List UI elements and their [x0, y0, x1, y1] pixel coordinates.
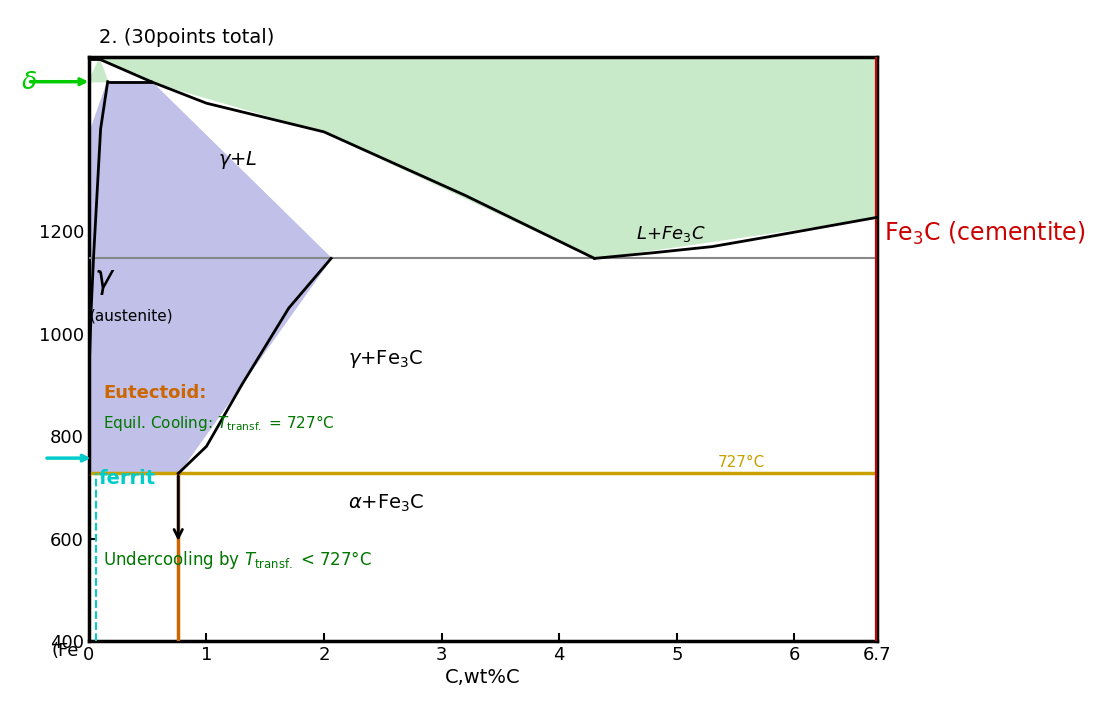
Text: $\gamma$+$L$: $\gamma$+$L$: [218, 149, 258, 171]
Text: 727°C: 727°C: [718, 455, 765, 470]
Text: Eutectoid:: Eutectoid:: [103, 384, 206, 402]
Text: Equil. Cooling: $T_{\rm transf.}$ = 727°C: Equil. Cooling: $T_{\rm transf.}$ = 727°…: [103, 413, 335, 433]
Polygon shape: [89, 57, 876, 258]
Text: (austenite): (austenite): [90, 309, 174, 324]
Text: Fe$_3$C (cementite): Fe$_3$C (cementite): [884, 220, 1086, 247]
Text: $\alpha$+Fe$_3$C: $\alpha$+Fe$_3$C: [348, 493, 424, 514]
Text: $\gamma$+Fe$_3$C: $\gamma$+Fe$_3$C: [348, 348, 423, 371]
Polygon shape: [89, 59, 108, 81]
Text: ferrit: ferrit: [98, 469, 155, 488]
Polygon shape: [89, 81, 331, 473]
Text: $\gamma$: $\gamma$: [94, 267, 115, 296]
X-axis label: C,wt%C: C,wt%C: [445, 668, 521, 687]
Text: (Fe: (Fe: [52, 642, 79, 661]
Text: 2. (30points total): 2. (30points total): [99, 28, 274, 47]
Text: $L$+Fe$_3$C: $L$+Fe$_3$C: [635, 224, 706, 244]
Text: Undercooling by $T_{\rm transf.}$ < 727°C: Undercooling by $T_{\rm transf.}$ < 727°…: [103, 549, 372, 571]
Text: $\delta$: $\delta$: [21, 69, 36, 93]
